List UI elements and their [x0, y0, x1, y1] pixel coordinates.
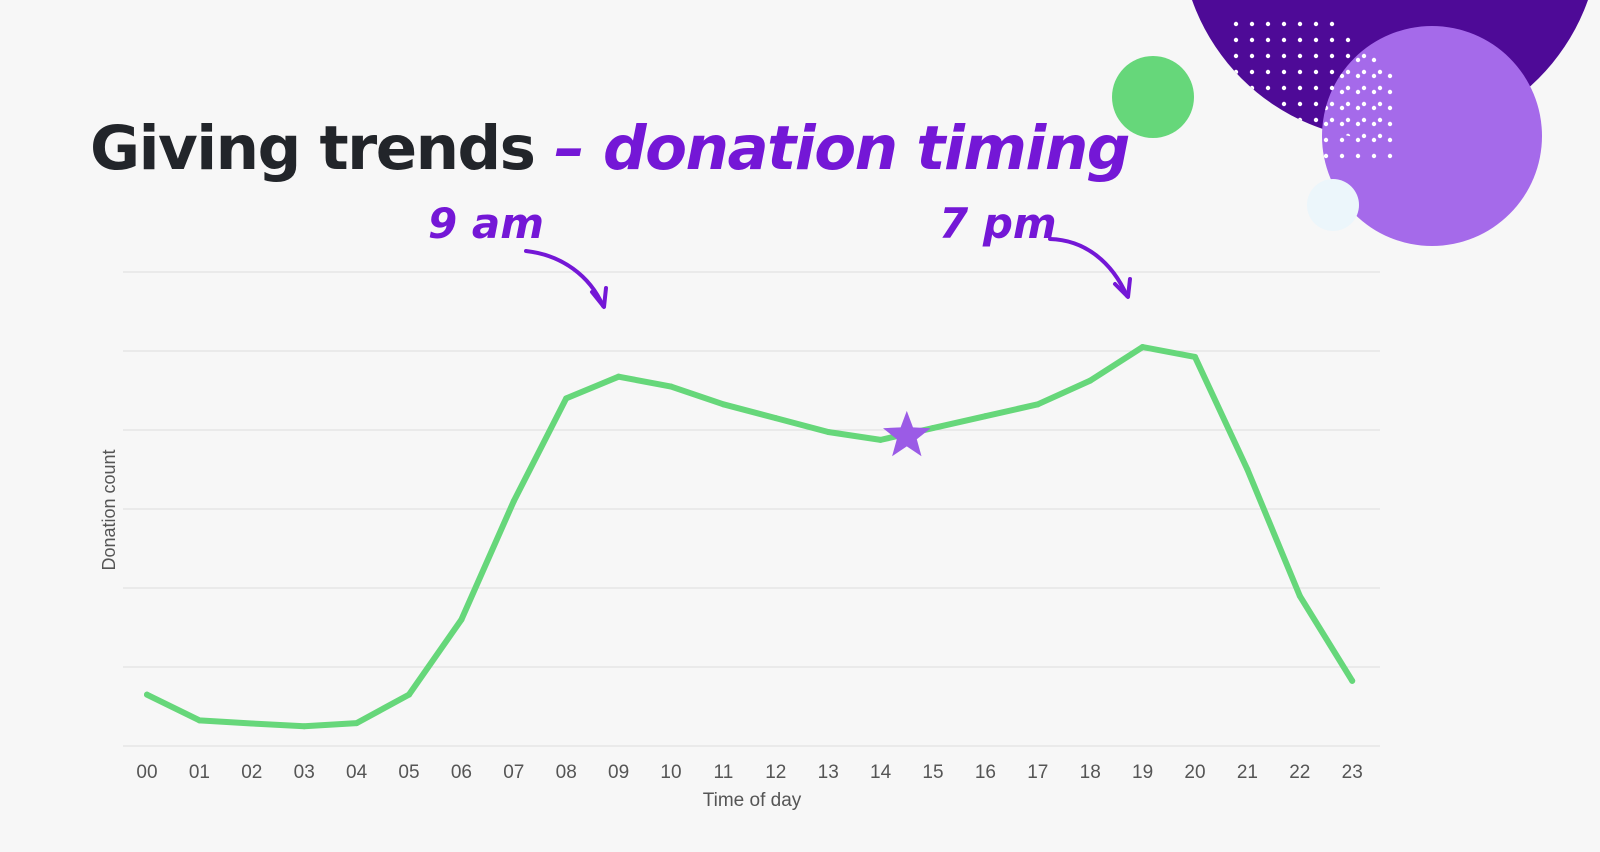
x-tick-19: 19	[1132, 762, 1153, 783]
data-point-21	[1244, 466, 1251, 473]
data-point-22	[1296, 592, 1303, 599]
x-tick-20: 20	[1184, 762, 1205, 783]
x-tick-11: 11	[714, 762, 734, 783]
x-tick-10: 10	[660, 762, 681, 783]
donation-line	[144, 344, 1356, 730]
y-axis-label: Donation count	[99, 449, 119, 570]
data-point-00	[144, 691, 150, 698]
x-tick-18: 18	[1080, 762, 1101, 783]
x-tick-00: 00	[136, 762, 157, 783]
x-tick-09: 09	[608, 762, 629, 783]
data-point-14	[877, 436, 884, 443]
arrowhead-9am-icon	[590, 286, 608, 309]
page-title: Giving trends – donation timing	[90, 118, 1130, 179]
gridlines	[123, 271, 1380, 747]
x-tick-12: 12	[765, 762, 786, 783]
x-tick-21: 21	[1237, 762, 1258, 783]
data-point-20	[1192, 353, 1198, 360]
x-tick-17: 17	[1027, 762, 1048, 783]
x-axis-label: Time of day	[703, 790, 802, 811]
star-marker	[883, 410, 931, 457]
arrowhead-7pm-icon	[1113, 277, 1132, 299]
data-point-23	[1349, 677, 1356, 684]
data-point-12	[772, 415, 779, 422]
annotation-7pm: 7 pm	[939, 199, 1057, 248]
data-point-06	[458, 616, 465, 623]
data-point-05	[406, 691, 412, 698]
data-point-09	[615, 373, 622, 380]
data-point-02	[248, 720, 255, 727]
data-point-11	[720, 401, 727, 408]
x-tick-22: 22	[1289, 762, 1310, 783]
x-tick-13: 13	[818, 762, 839, 783]
title-main: Giving trends	[90, 113, 536, 184]
x-tick-23: 23	[1342, 762, 1363, 783]
data-point-10	[668, 383, 674, 390]
x-tick-14: 14	[870, 762, 892, 783]
x-tick-05: 05	[398, 762, 419, 783]
x-tick-03: 03	[294, 762, 315, 783]
data-point-01	[196, 717, 203, 724]
x-tick-02: 02	[241, 762, 262, 783]
x-tick-16: 16	[975, 762, 996, 783]
x-tick-01: 01	[189, 762, 210, 783]
x-tick-07: 07	[503, 762, 524, 783]
x-tick-labels: 00 01 02 03 04 05 06 07 08 09 10 11 12 13 14 15 16 17 18 19…	[136, 762, 1362, 783]
title-accent: – donation timing	[554, 113, 1130, 184]
data-point-15	[930, 425, 936, 432]
data-point-16	[982, 413, 989, 420]
x-tick-04: 04	[346, 762, 368, 783]
arrow-9am	[524, 249, 605, 308]
data-point-17	[1034, 401, 1041, 408]
data-points	[144, 344, 1356, 730]
data-point-13	[825, 428, 832, 435]
x-tick-15: 15	[922, 762, 943, 783]
annotation-9am: 9 am	[428, 199, 544, 248]
x-tick-06: 06	[451, 762, 472, 783]
x-tick-08: 08	[556, 762, 577, 783]
data-point-19	[1139, 344, 1146, 351]
arrow-7pm	[1048, 237, 1129, 298]
data-point-07	[510, 498, 517, 505]
data-point-18	[1087, 377, 1094, 384]
data-point-03	[301, 723, 308, 730]
data-point-08	[563, 395, 570, 402]
data-point-04	[353, 720, 360, 727]
